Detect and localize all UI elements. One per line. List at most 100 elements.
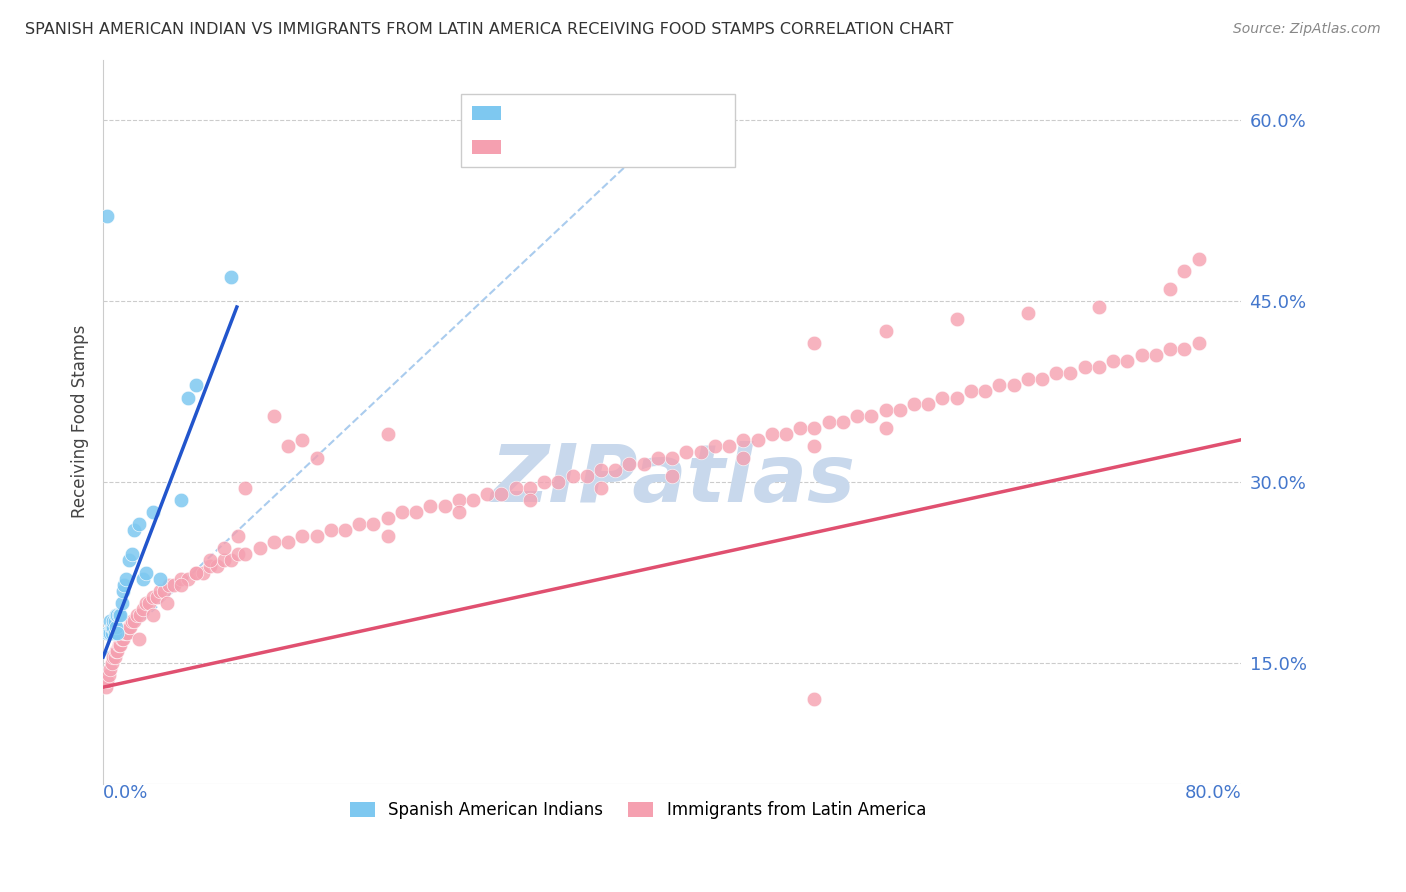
Point bbox=[170, 577, 193, 591]
Point bbox=[105, 607, 128, 622]
Point bbox=[96, 674, 118, 689]
Point bbox=[100, 625, 122, 640]
Point bbox=[149, 583, 172, 598]
Point bbox=[235, 481, 257, 495]
Point bbox=[1017, 306, 1039, 320]
Point bbox=[115, 572, 138, 586]
Point bbox=[103, 650, 125, 665]
Point bbox=[98, 662, 121, 676]
Point bbox=[157, 577, 180, 591]
Point bbox=[1102, 354, 1125, 368]
Point bbox=[377, 426, 399, 441]
Text: R = 0.407: R = 0.407 bbox=[508, 104, 606, 122]
Point bbox=[761, 426, 783, 441]
Point bbox=[277, 535, 299, 549]
Point bbox=[960, 384, 983, 399]
Point bbox=[111, 632, 134, 646]
Point bbox=[305, 529, 328, 543]
Point bbox=[305, 450, 328, 465]
Point bbox=[142, 590, 165, 604]
Point bbox=[128, 632, 150, 646]
Point bbox=[1173, 264, 1195, 278]
Point bbox=[589, 481, 612, 495]
Point bbox=[575, 469, 598, 483]
Point bbox=[803, 420, 825, 434]
Point bbox=[505, 481, 527, 495]
Point bbox=[124, 614, 146, 628]
Point bbox=[589, 463, 612, 477]
Text: N = 145: N = 145 bbox=[630, 138, 710, 156]
Point bbox=[1159, 343, 1181, 357]
Point bbox=[235, 548, 257, 562]
Point bbox=[461, 493, 484, 508]
Point bbox=[1002, 378, 1025, 392]
Point bbox=[104, 620, 127, 634]
Point bbox=[184, 566, 207, 580]
Point bbox=[101, 620, 124, 634]
Point bbox=[98, 614, 121, 628]
Point bbox=[917, 396, 939, 410]
Point bbox=[103, 625, 125, 640]
Point bbox=[1144, 348, 1167, 362]
Point bbox=[931, 391, 953, 405]
Y-axis label: Receiving Food Stamps: Receiving Food Stamps bbox=[72, 325, 89, 518]
Point bbox=[319, 523, 342, 537]
Point bbox=[184, 566, 207, 580]
Point bbox=[1116, 354, 1139, 368]
Point bbox=[1073, 360, 1095, 375]
Point bbox=[132, 601, 155, 615]
Point bbox=[447, 493, 470, 508]
Point bbox=[903, 396, 925, 410]
Point bbox=[1173, 343, 1195, 357]
Point bbox=[477, 487, 499, 501]
Point bbox=[198, 559, 221, 574]
Point bbox=[1130, 348, 1153, 362]
Point bbox=[1031, 372, 1053, 386]
Point bbox=[263, 535, 285, 549]
Point bbox=[121, 614, 143, 628]
Point bbox=[889, 402, 911, 417]
Point bbox=[138, 596, 160, 610]
Point bbox=[212, 553, 235, 567]
Point bbox=[129, 607, 152, 622]
Point bbox=[391, 505, 413, 519]
Point bbox=[128, 517, 150, 532]
Point bbox=[519, 493, 541, 508]
Point bbox=[212, 541, 235, 556]
Point bbox=[988, 378, 1011, 392]
Text: SPANISH AMERICAN INDIAN VS IMMIGRANTS FROM LATIN AMERICA RECEIVING FOOD STAMPS C: SPANISH AMERICAN INDIAN VS IMMIGRANTS FR… bbox=[25, 22, 953, 37]
Point bbox=[132, 572, 155, 586]
Point bbox=[433, 499, 456, 513]
Point bbox=[1017, 372, 1039, 386]
Point bbox=[104, 607, 127, 622]
Point bbox=[718, 439, 741, 453]
Text: R = 0.747: R = 0.747 bbox=[508, 138, 606, 156]
Point bbox=[117, 625, 139, 640]
Point bbox=[519, 481, 541, 495]
Point bbox=[105, 644, 128, 658]
Point bbox=[1045, 367, 1067, 381]
Point bbox=[1187, 336, 1209, 351]
Point bbox=[205, 559, 228, 574]
Point bbox=[96, 210, 118, 224]
Point bbox=[115, 625, 138, 640]
Point bbox=[533, 475, 555, 489]
Legend: Spanish American Indians, Immigrants from Latin America: Spanish American Indians, Immigrants fro… bbox=[343, 795, 932, 826]
Point bbox=[974, 384, 997, 399]
Point bbox=[561, 469, 583, 483]
Point bbox=[945, 312, 967, 326]
Point bbox=[98, 625, 121, 640]
Point bbox=[135, 596, 157, 610]
Point bbox=[1159, 282, 1181, 296]
Point bbox=[675, 445, 697, 459]
Point bbox=[447, 505, 470, 519]
Point bbox=[803, 692, 825, 706]
Point bbox=[114, 625, 136, 640]
Point bbox=[831, 415, 853, 429]
Point bbox=[647, 450, 669, 465]
Point bbox=[661, 450, 683, 465]
Point bbox=[101, 614, 124, 628]
Point bbox=[803, 336, 825, 351]
Point bbox=[149, 572, 172, 586]
Point bbox=[226, 529, 249, 543]
